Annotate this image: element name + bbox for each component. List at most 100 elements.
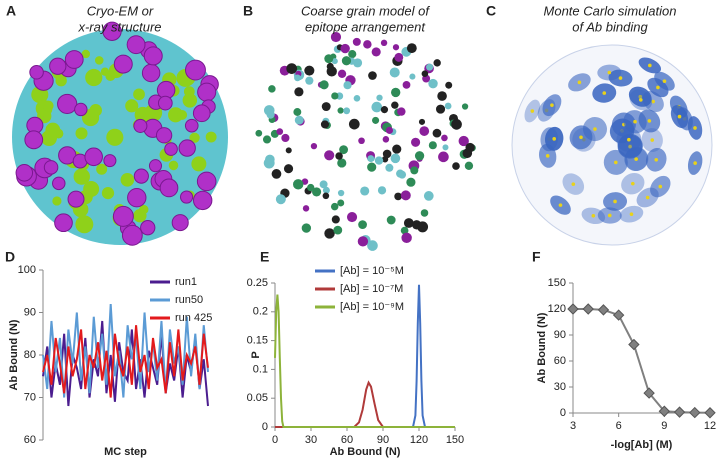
- epitope: [352, 37, 361, 46]
- epitope: [331, 92, 339, 100]
- point: [689, 406, 701, 419]
- panel-label: B: [243, 3, 253, 19]
- capsid-protrusion: [133, 118, 148, 133]
- epitope: [341, 56, 352, 66]
- epitope: [348, 118, 360, 130]
- epitope: [391, 87, 401, 98]
- epitope: [461, 103, 469, 110]
- epitope: [262, 135, 272, 144]
- y-axis-label: Ab Bound (N): [8, 319, 20, 390]
- epitope: [390, 153, 401, 164]
- epitope: [255, 129, 263, 137]
- legend-label: [Ab] = 10⁻⁵M: [340, 265, 404, 277]
- capsid-patch: [177, 110, 188, 120]
- epitope: [285, 147, 292, 154]
- capsid-patch: [85, 68, 103, 87]
- epitope: [335, 152, 343, 160]
- epitope: [420, 209, 429, 217]
- epitope: [406, 177, 416, 187]
- epitope-dot: [647, 119, 652, 123]
- legend-label: [Ab] = 10⁻⁹M: [340, 301, 404, 313]
- epitope-dot: [634, 157, 638, 161]
- y-tick-label: 30: [554, 381, 566, 393]
- point: [704, 407, 716, 419]
- epitope: [385, 163, 394, 172]
- epitope-dot: [650, 138, 655, 142]
- epitope: [358, 220, 367, 229]
- caption: epitope arrangement: [305, 19, 426, 34]
- capsid-protrusion: [141, 63, 161, 83]
- capsid-protrusion: [15, 164, 34, 182]
- epitope: [398, 170, 407, 179]
- capsid-patch: [83, 181, 100, 197]
- epitope: [392, 144, 402, 154]
- capsid-protrusion: [140, 220, 156, 236]
- y-tick-label: 120: [548, 303, 566, 315]
- capsid-patch: [182, 93, 198, 108]
- capsid-protrusion: [180, 190, 194, 204]
- capsid-protrusion: [102, 21, 122, 41]
- x-tick-label: 30: [305, 434, 317, 446]
- capsid-protrusion: [52, 176, 66, 191]
- epitope: [348, 50, 357, 59]
- point: [643, 387, 655, 399]
- epitope: [337, 107, 344, 114]
- epitope-dot: [631, 181, 635, 186]
- capsid-protrusion: [24, 130, 44, 150]
- epitope-dot: [558, 203, 563, 207]
- y-tick-label: 0.1: [253, 363, 268, 375]
- epitope: [263, 157, 275, 169]
- point: [612, 309, 625, 321]
- capsid-protrusion: [49, 57, 67, 75]
- epitope: [358, 137, 365, 145]
- epitope: [382, 149, 392, 159]
- panel-label: C: [486, 3, 496, 19]
- epitope: [305, 76, 314, 85]
- epitope: [377, 186, 387, 195]
- epitope: [410, 166, 419, 175]
- epitope: [276, 128, 284, 135]
- epitope: [326, 62, 334, 71]
- y-tick-label: 80: [24, 349, 36, 361]
- epitope-dot: [693, 126, 697, 130]
- epitope: [343, 81, 352, 90]
- series-line: [275, 380, 455, 428]
- capsid-protrusion: [197, 82, 217, 102]
- epitope: [324, 54, 334, 64]
- capsid-protrusion: [126, 35, 146, 55]
- epitope: [400, 226, 409, 235]
- capsid-protrusion: [157, 95, 173, 111]
- epitope: [330, 31, 342, 43]
- epitope-dot: [658, 184, 663, 189]
- caption: of Ab binding: [572, 19, 648, 34]
- capsid-protrusion: [192, 190, 213, 211]
- epitope: [426, 63, 434, 71]
- capsid-patch: [96, 163, 108, 175]
- epitope: [337, 199, 345, 207]
- y-tick-label: 0.05: [247, 392, 268, 404]
- capsid-protrusion: [133, 168, 149, 184]
- epitope-dot: [591, 214, 596, 218]
- x-axis-label: -log[Ab] (M): [611, 439, 673, 451]
- epitope-dot: [607, 213, 612, 218]
- capsid-protrusion: [159, 178, 179, 198]
- capsid-protrusion: [103, 154, 117, 168]
- epitope: [283, 164, 294, 174]
- epitope: [322, 192, 330, 200]
- capsid-protrusion: [178, 139, 196, 157]
- legend-label: run1: [175, 276, 197, 288]
- epitope: [371, 47, 381, 57]
- capsid-protrusion: [192, 104, 211, 123]
- capsid-patch: [106, 128, 124, 146]
- y-tick-label: 70: [24, 391, 36, 403]
- y-tick-label: 150: [548, 277, 566, 289]
- epitope: [432, 128, 442, 138]
- epitope: [340, 43, 350, 54]
- epitope: [419, 126, 430, 136]
- capsid-patch: [183, 86, 195, 97]
- epitope: [406, 43, 417, 54]
- x-tick-label: 120: [410, 434, 428, 446]
- capsid-patch: [189, 132, 200, 143]
- legend-label: run 425: [175, 312, 212, 324]
- y-tick-label: 90: [554, 329, 566, 341]
